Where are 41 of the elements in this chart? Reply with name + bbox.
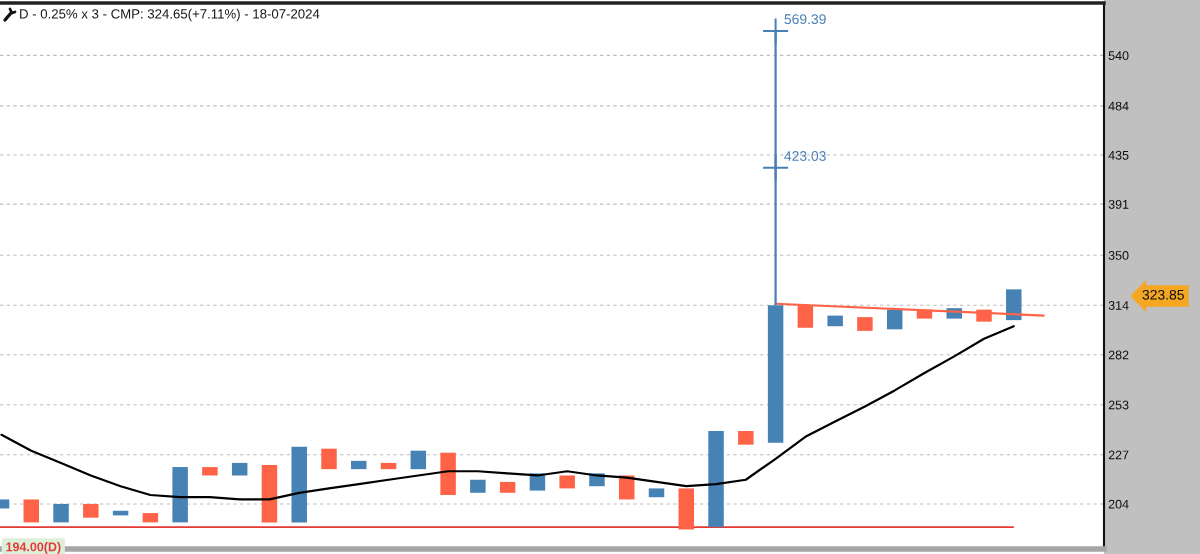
bar xyxy=(351,460,367,470)
bar xyxy=(410,450,427,470)
bar xyxy=(857,317,873,331)
text: 323.85 xyxy=(1142,289,1184,300)
y-tick-label: 540 xyxy=(1108,51,1129,61)
bar xyxy=(261,464,278,523)
bar xyxy=(53,503,69,523)
bar xyxy=(738,430,754,445)
bar xyxy=(380,462,397,470)
bar xyxy=(23,499,39,523)
bar xyxy=(708,430,724,528)
y-tick-label: 350 xyxy=(1108,251,1129,260)
bar xyxy=(321,448,337,470)
bar xyxy=(499,481,516,493)
y-tick-label: 253 xyxy=(1108,400,1129,410)
ref-line-label: 194.00(D) xyxy=(6,542,61,554)
bar xyxy=(1006,289,1022,321)
bar xyxy=(202,467,218,476)
y-tick-label: 484 xyxy=(1108,101,1129,111)
bar xyxy=(470,479,486,493)
bar xyxy=(648,488,665,498)
y-tick-label: 314 xyxy=(1108,301,1129,310)
bar xyxy=(83,503,99,518)
bar xyxy=(291,446,307,523)
y-tick-label: 391 xyxy=(1108,199,1129,209)
bar xyxy=(172,467,188,523)
line-series xyxy=(0,325,1015,501)
bar xyxy=(231,462,248,476)
bar xyxy=(827,315,843,327)
y-tick-label: 204 xyxy=(1108,499,1129,509)
y-tick-label: 227 xyxy=(1108,450,1129,460)
bar xyxy=(440,452,456,495)
y-tick-label: 282 xyxy=(1108,350,1129,360)
chart-title: D - 0.25% x 3 - CMP: 324.65(+7.11%) - 18-07-2024 xyxy=(20,8,320,22)
bar xyxy=(886,309,903,330)
y-tick-label: 435 xyxy=(1108,150,1129,160)
bar xyxy=(142,513,159,523)
data-label: 569.39 xyxy=(784,14,826,25)
bar xyxy=(678,488,695,530)
bar xyxy=(559,475,575,489)
data-label: 423.03 xyxy=(784,151,826,161)
